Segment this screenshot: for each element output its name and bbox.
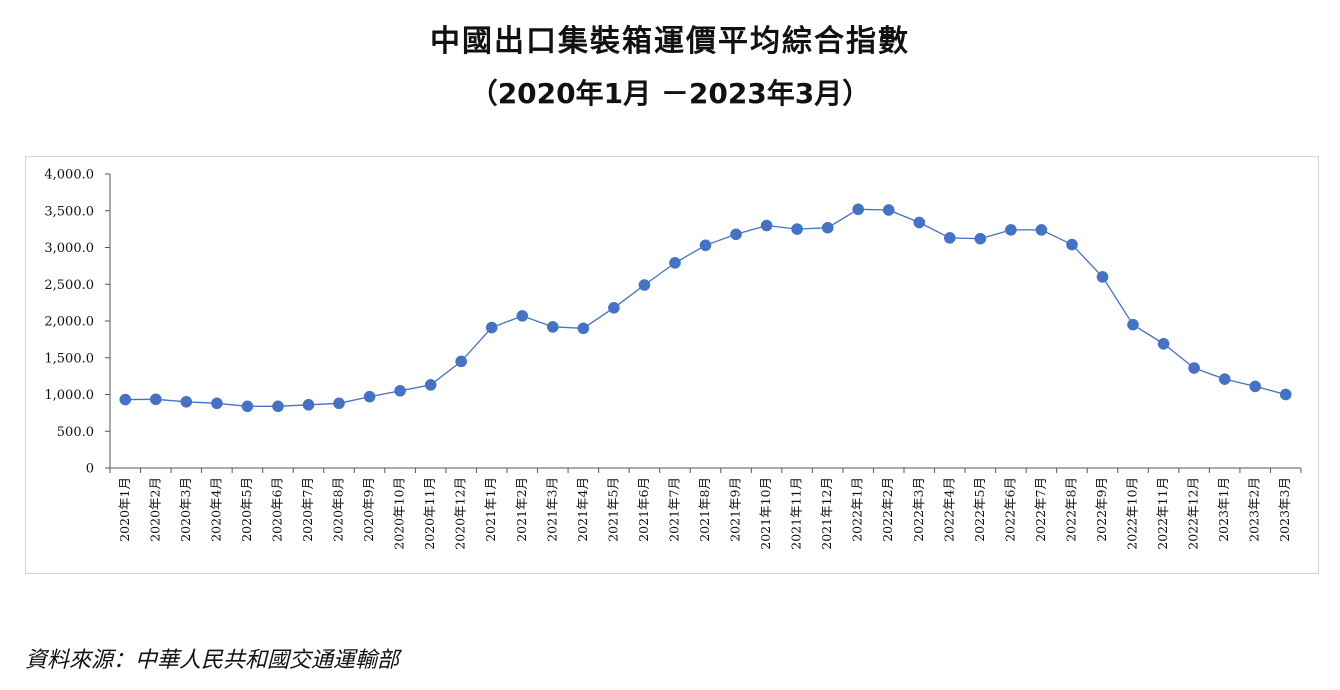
x-tick-label: 2021年10月 <box>758 477 773 550</box>
data-point <box>1279 388 1292 401</box>
x-tick-label: 2023年3月 <box>1277 477 1292 542</box>
x-tick-label: 2020年3月 <box>178 477 193 542</box>
data-point <box>363 390 376 403</box>
source-note: 資料來源：中華人民共和國交通運輸部 <box>25 648 400 673</box>
x-tick-label: 2020年6月 <box>269 477 284 542</box>
y-tick-label: 1,000.0 <box>44 388 94 403</box>
data-point <box>1188 362 1200 374</box>
x-tick-label: 2020年12月 <box>453 477 468 550</box>
data-point <box>699 239 712 252</box>
data-point <box>1005 224 1017 236</box>
x-tick-label: 2022年7月 <box>1033 477 1048 542</box>
x-tick-label: 2022年8月 <box>1063 477 1078 542</box>
chart-subtitle: （2020年1月 －2023年3月） <box>469 77 871 110</box>
data-point <box>730 228 742 241</box>
data-point <box>760 219 773 232</box>
data-point <box>913 216 926 229</box>
x-tick-label: 2021年6月 <box>636 477 651 542</box>
data-point <box>1096 271 1109 283</box>
data-point <box>455 355 468 368</box>
data-point <box>1035 224 1048 236</box>
data-point <box>211 397 223 410</box>
x-tick-label: 2020年4月 <box>208 477 223 542</box>
data-point <box>516 310 529 322</box>
y-tick-label: 3,500.0 <box>44 204 94 219</box>
x-tick-label: 2020年2月 <box>147 477 162 542</box>
series-line <box>125 208 1286 407</box>
data-point <box>424 379 437 391</box>
data-point <box>974 232 987 245</box>
data-point <box>577 322 590 335</box>
x-tick-label: 2020年10月 <box>392 477 407 550</box>
x-tick-label: 2020年7月 <box>300 477 315 542</box>
x-tick-label: 2020年9月 <box>361 477 376 542</box>
data-point <box>882 204 895 216</box>
y-tick-label: 2,000.0 <box>44 315 94 330</box>
data-point <box>1127 318 1139 331</box>
x-tick-label: 2022年4月 <box>941 477 956 542</box>
data-point <box>821 221 834 234</box>
x-tick-label: 2021年12月 <box>819 477 834 550</box>
x-tick-label: 2020年8月 <box>331 477 346 542</box>
x-tick-label: 2021年2月 <box>514 477 529 542</box>
data-point <box>1249 380 1262 393</box>
y-tick-label: 0 <box>86 462 94 477</box>
data-point <box>943 232 956 244</box>
y-tick-label: 1,500.0 <box>44 351 94 366</box>
data-point <box>149 393 162 406</box>
line-chart: 0 500.0 1,000.0 1,500.0 2,000.0 2,500.0 3,000.… <box>44 168 1302 550</box>
x-tick-label: 2021年11月 <box>789 477 804 550</box>
data-point <box>333 397 345 410</box>
chart-title: 中國出口集裝箱運價平均綜合指數 <box>430 24 910 59</box>
data-point <box>791 223 803 235</box>
chart-frame: 0 500.0 1,000.0 1,500.0 2,000.0 2,500.0 3,000.… <box>25 156 1319 574</box>
x-tick-label: 2022年11月 <box>1155 477 1170 550</box>
x-tick-label: 2022年1月 <box>850 477 865 542</box>
x-tick-label: 2021年5月 <box>605 477 620 542</box>
x-tick-label: 2020年1月 <box>117 477 132 542</box>
x-tick-label: 2022年3月 <box>911 477 926 542</box>
x-tick-label: 2022年6月 <box>1002 477 1017 542</box>
data-point <box>546 321 559 333</box>
x-tick-label: 2023年1月 <box>1216 477 1231 542</box>
data-point <box>638 279 651 291</box>
data-point <box>241 400 254 413</box>
data-point <box>669 257 681 269</box>
data-point <box>1218 373 1231 385</box>
y-tick-label: 2,500.0 <box>44 278 94 293</box>
x-tick-label: 2021年8月 <box>697 477 712 542</box>
y-tick-label: 4,000.0 <box>44 168 94 183</box>
x-tick-label: 2021年3月 <box>544 477 559 542</box>
x-tick-label: 2021年4月 <box>575 477 590 542</box>
data-point <box>1066 238 1078 251</box>
data-point <box>1157 337 1170 350</box>
x-tick-label: 2022年10月 <box>1125 477 1140 550</box>
x-tick-label: 2022年2月 <box>880 477 895 542</box>
data-point <box>272 400 284 413</box>
data-point <box>608 301 620 314</box>
x-tick-label: 2020年5月 <box>239 477 254 542</box>
data-point <box>180 395 193 408</box>
x-tick-label: 2021年9月 <box>728 477 743 542</box>
x-tick-label: 2020年11月 <box>422 477 437 550</box>
data-point <box>302 398 315 411</box>
x-tick-label: 2022年9月 <box>1094 477 1109 542</box>
x-tick-label: 2022年5月 <box>972 477 987 542</box>
x-tick-label: 2021年7月 <box>666 477 681 542</box>
data-point <box>119 393 132 406</box>
data-point <box>852 203 865 216</box>
x-tick-label: 2022年12月 <box>1186 477 1201 550</box>
x-tick-label: 2021年1月 <box>483 477 498 542</box>
y-tick-label: 500.0 <box>57 425 94 440</box>
y-tick-label: 3,000.0 <box>44 241 94 256</box>
data-point <box>394 384 406 397</box>
x-tick-label: 2023年2月 <box>1247 477 1262 542</box>
data-point <box>485 321 498 334</box>
